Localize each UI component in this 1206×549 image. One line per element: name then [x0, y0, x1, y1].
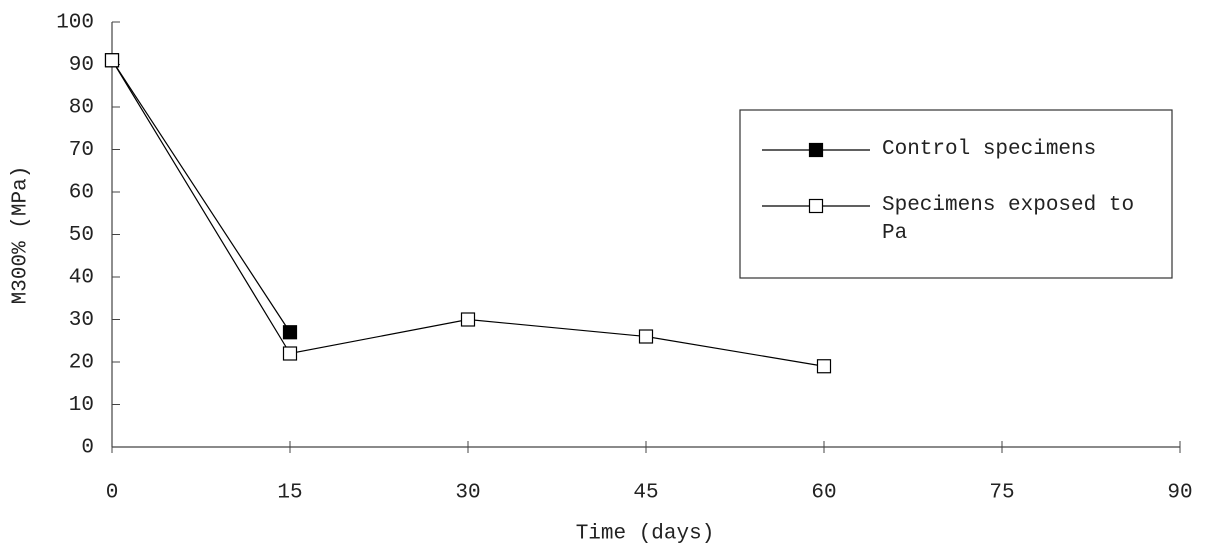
y-tick-label: 70: [69, 139, 94, 162]
point-marker: [818, 360, 831, 373]
legend-marker: [810, 200, 823, 213]
y-tick-label: 80: [69, 97, 94, 120]
y-tick-label: 40: [69, 267, 94, 290]
x-axis-label: Time (days): [576, 523, 715, 546]
page: Time (days) M300% (MPa) 0 10 20 30 40 50 60 70 8…: [0, 0, 1206, 549]
x-tick-label: 0: [106, 482, 119, 505]
point-marker: [106, 54, 119, 67]
x-tick-label: 15: [277, 482, 302, 505]
y-tick-label: 10: [69, 394, 94, 417]
series-line: [112, 60, 290, 332]
point-marker: [462, 313, 475, 326]
x-tick-label: 90: [1167, 482, 1192, 505]
x-tick-label: 75: [989, 482, 1014, 505]
y-axis-label: M300% (MPa): [10, 166, 33, 305]
point-marker: [284, 326, 297, 339]
chart: Time (days) M300% (MPa) 0 10 20 30 40 50 60 70 8…: [0, 0, 1206, 549]
y-tick-label: 100: [56, 12, 94, 35]
point-marker: [284, 347, 297, 360]
x-tick-label: 45: [633, 482, 658, 505]
point-marker: [640, 330, 653, 343]
y-tick-label: 20: [69, 352, 94, 375]
legend-label: Control specimens: [882, 136, 1162, 164]
y-tick-label: 60: [69, 182, 94, 205]
y-tick-label: 30: [69, 309, 94, 332]
x-tick-label: 60: [811, 482, 836, 505]
x-tick-label: 30: [455, 482, 480, 505]
legend-marker: [810, 144, 823, 157]
y-tick-label: 0: [81, 437, 94, 460]
y-tick-label: 50: [69, 224, 94, 247]
y-tick-label: 90: [69, 54, 94, 77]
legend-label: Specimens exposed to Pa: [882, 192, 1162, 248]
